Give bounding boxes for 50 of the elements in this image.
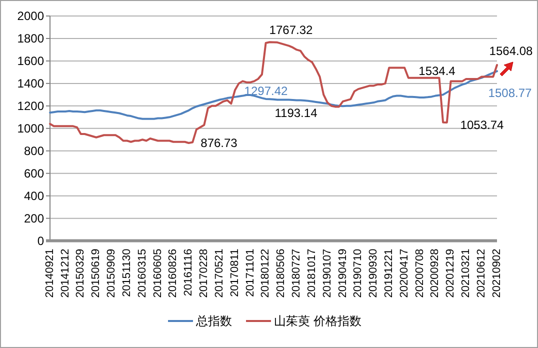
y-tick-label: 1600 (17, 54, 44, 68)
x-tick-label: 20200708 (414, 248, 426, 298)
x-tick-label: 20181017 (306, 248, 318, 298)
x-tick-label: 20210321 (460, 248, 472, 298)
legend-label: 总指数 (195, 314, 232, 328)
x-tick-label: 20161116 (182, 248, 195, 296)
x-tick-label: 20160605 (152, 248, 164, 298)
annotation: 1053.74 (460, 118, 504, 132)
x-tick-label: 20150619 (90, 248, 102, 298)
y-tick-label: 1400 (17, 76, 44, 90)
x-tick-label: 20151130 (120, 248, 133, 297)
y-tick-label: 600 (24, 166, 44, 180)
annotation: 1564.08 (489, 44, 534, 58)
annotation: 1767.32 (269, 23, 314, 37)
x-tick-label: 20190710 (352, 248, 364, 298)
x-tick-label: 20200417 (398, 248, 410, 298)
x-tick-label: 20180506 (275, 248, 288, 298)
x-tick-label: 20210902 (490, 248, 503, 298)
annotation: 1193.14 (274, 106, 318, 120)
x-tick-label: 20170811 (228, 248, 241, 297)
x-tick-label: 20190107 (321, 248, 334, 298)
y-tick-label: 200 (24, 211, 44, 226)
y-tick-label: 800 (24, 144, 44, 158)
x-tick-label: 20171101 (244, 248, 256, 297)
x-tick-label: 20200928 (429, 248, 442, 298)
x-tick-label: 20150909 (106, 248, 118, 298)
annotation: 876.73 (200, 136, 238, 150)
x-tick-label: 20140921 (44, 248, 56, 298)
y-tick-label: 0 (37, 234, 44, 248)
annotation: 1534.4 (418, 64, 456, 78)
y-tick-label: 2000 (17, 9, 44, 23)
x-tick-label: 20170228 (198, 248, 210, 298)
x-tick-label: 20190419 (336, 248, 349, 298)
annotation: 1508.77 (488, 86, 532, 100)
y-tick-label: 1800 (17, 31, 44, 46)
x-tick-label: 20190930 (368, 248, 380, 298)
x-tick-label: 20150329 (74, 248, 87, 298)
x-tick-label: 20201219 (444, 248, 457, 298)
x-tick-label: 20160315 (136, 248, 148, 298)
x-tick-label: 20210612 (475, 248, 488, 298)
x-tick-label: 20191221 (383, 248, 396, 298)
y-tick-label: 400 (24, 188, 44, 203)
y-tick-label: 1000 (17, 121, 44, 136)
legend-label: 山茱萸 价格指数 (274, 314, 362, 328)
x-tick-label: 20141212 (59, 248, 72, 298)
y-tick-label: 1200 (17, 98, 44, 113)
x-tick-label: 20170521 (213, 248, 226, 298)
x-tick-label: 20180122 (260, 248, 272, 298)
x-tick-label: 20180727 (290, 248, 303, 298)
x-tick-label: 20160826 (167, 248, 180, 298)
